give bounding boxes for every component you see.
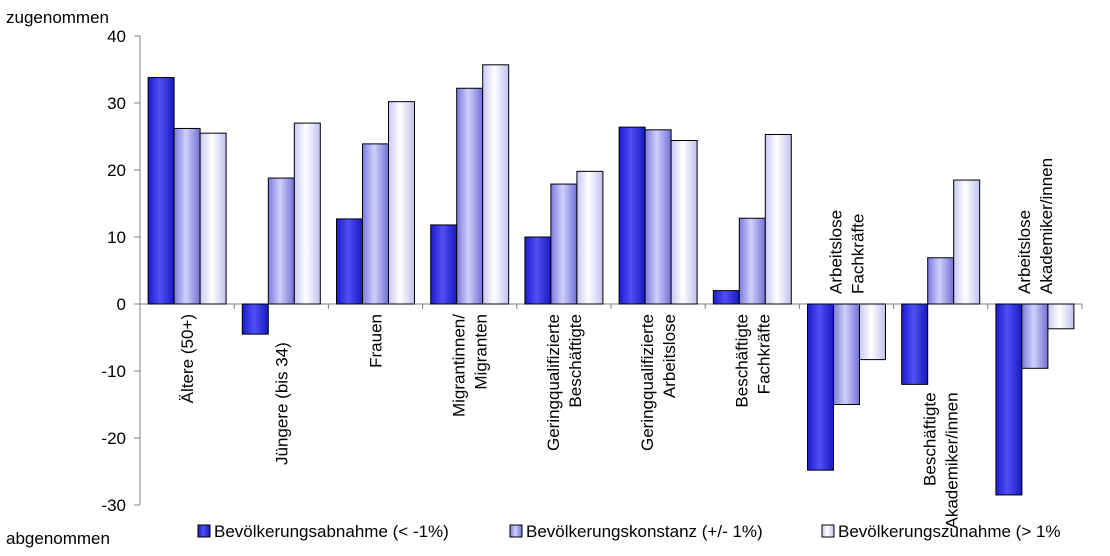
- legend-label-2: Bevölkerungskonstanz (+/- 1%): [526, 522, 763, 541]
- bar-8-series-3: [859, 303, 886, 361]
- category-label: Arbeitslose: [827, 210, 846, 294]
- bar-2-series-3: [293, 122, 321, 305]
- legend-swatch-2: [509, 524, 523, 538]
- bar-8-series-1: [807, 303, 834, 471]
- y-tick-label: 10: [107, 228, 126, 247]
- bar-10-series-1: [995, 303, 1023, 496]
- bar-6-series-2: [644, 129, 672, 305]
- bar-10-series-3: [1047, 303, 1075, 330]
- category-label: Ältere (50+): [178, 314, 197, 403]
- bar-7-series-2: [738, 217, 766, 305]
- category-label: Geringqualifizierte: [544, 314, 563, 451]
- category-label: Fachkräfte: [849, 214, 868, 294]
- category-label: Beschäftigte: [921, 392, 940, 486]
- y-tick-label: 0: [117, 295, 126, 314]
- category-label: Akademiker/innen: [1037, 158, 1056, 294]
- legend-label-1: Bevölkerungsabnahme (< -1%): [214, 522, 449, 541]
- category-label: Akademiker/innen: [943, 392, 962, 528]
- bar-5-series-3: [576, 170, 604, 305]
- y-tick-label: -30: [101, 496, 126, 515]
- y-top-label: zugenommen: [6, 8, 109, 27]
- bar-1-series-3: [199, 132, 227, 305]
- bar-7-series-1: [712, 290, 740, 305]
- bar-1-series-1: [147, 77, 175, 305]
- category-label: Migrantinnen/: [450, 314, 469, 417]
- legend-swatch-1: [197, 524, 211, 538]
- category-label: Migranten: [472, 314, 491, 390]
- bar-1-series-2: [173, 127, 201, 305]
- y-bottom-label: abgenommen: [6, 529, 110, 548]
- category-label: Geringqualifizierte: [638, 314, 657, 451]
- bar-9-series-1: [901, 303, 929, 385]
- bar-4-series-1: [430, 224, 458, 305]
- bar-3-series-3: [388, 101, 415, 305]
- y-tick-label: -10: [101, 362, 126, 381]
- bar-3-series-2: [362, 143, 389, 305]
- bar-5-series-1: [524, 236, 552, 305]
- bar-6-series-1: [618, 126, 646, 305]
- bar-4-series-2: [456, 87, 484, 305]
- category-label: Beschäftigte: [566, 314, 585, 408]
- bar-6-series-3: [670, 140, 698, 305]
- bar-10-series-2: [1021, 303, 1049, 369]
- bar-7-series-3: [764, 133, 792, 305]
- bar-5-series-2: [550, 183, 578, 305]
- bar-3-series-1: [336, 218, 363, 305]
- bar-8-series-2: [833, 303, 860, 405]
- category-label: Beschäftigte: [732, 314, 751, 408]
- y-tick-label: 30: [107, 94, 126, 113]
- bar-2-series-2: [267, 177, 295, 305]
- category-label: Arbeitslose: [1015, 210, 1034, 294]
- y-tick-label: 20: [107, 161, 126, 180]
- category-label: Fachkräfte: [754, 314, 773, 394]
- legend-label-3: Bevölkerungszunahme (> 1%: [838, 522, 1061, 541]
- category-label: Jüngere (bis 34): [272, 342, 291, 465]
- bar-2-series-1: [241, 303, 269, 335]
- category-label: Arbeitslose: [660, 314, 679, 398]
- legend-swatch-3: [821, 524, 835, 538]
- bar-9-series-2: [927, 257, 955, 305]
- y-tick-label: -20: [101, 429, 126, 448]
- y-tick-label: 40: [107, 27, 126, 46]
- category-label: Frauen: [367, 314, 386, 368]
- bar-9-series-3: [953, 179, 981, 305]
- bar-4-series-3: [482, 64, 510, 305]
